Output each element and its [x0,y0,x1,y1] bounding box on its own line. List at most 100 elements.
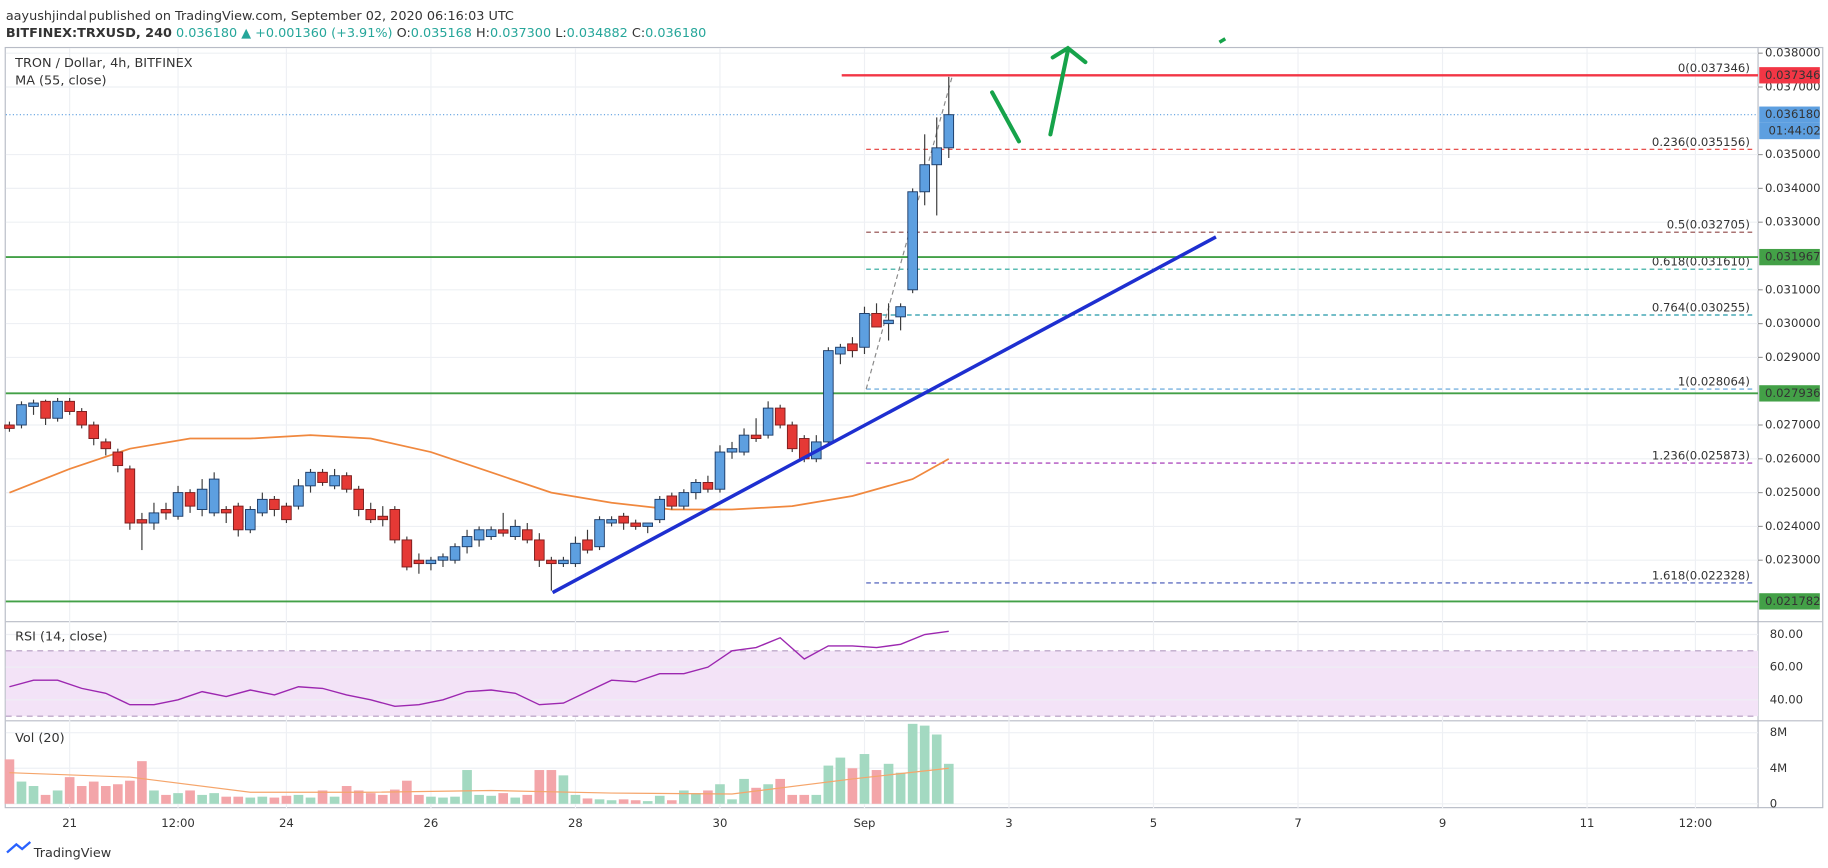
candle-body [521,529,533,541]
x-tick-label: 21 [62,816,77,830]
volume-bar [173,793,183,804]
candle-body [281,505,292,521]
o-value: 0.035168 [411,25,472,40]
candle-body [726,448,738,453]
volume-bar [799,794,810,804]
symbol-line: BITFINEX:TRXUSD, 240 0.036180 ▲ +0.00136… [6,25,706,40]
candle-body [702,482,714,490]
brand: TradingView [33,846,111,861]
candle-body [473,529,485,541]
candle-body [883,319,894,325]
y-tick-label: 0.023000 [1765,553,1821,567]
y-tick-label: 0.025000 [1765,485,1821,499]
candle-body [136,519,148,524]
ma-legend: MA (55, close) [15,73,106,88]
volume-bar [474,794,484,804]
volume-bar [185,790,195,804]
price-badge [1759,593,1820,610]
fib-label: 1.236(0.025873) [1652,449,1750,463]
volume-bar [883,763,894,804]
candle-body [377,515,389,521]
volume-bar [365,793,376,804]
candle-body [317,471,328,483]
volume-bar [4,759,15,804]
candle-body [88,424,100,439]
fib-label: 1.618(0.022328) [1652,568,1750,582]
candle-body [871,312,882,328]
volume-bar [522,794,533,804]
volume-bar [40,794,51,804]
volume-bar [727,799,737,804]
x-tick-label: 7 [1294,816,1301,830]
volume-bar [269,797,280,804]
candle-body [835,346,846,355]
volume-bar [64,777,75,804]
volume-bar [317,790,328,804]
volume-bar [859,754,870,804]
candle-body [76,411,87,426]
candle-body [461,536,473,548]
volume-bar [534,770,545,804]
volume-bar [606,800,617,804]
x-tick-label: 28 [568,816,583,830]
x-tick-label: 30 [713,816,728,830]
volume-bar [751,787,761,804]
volume-bar [703,790,713,804]
candle-body [449,546,461,561]
candle-body [245,509,256,531]
candle-body [823,350,834,443]
chart-title: TRON / Dollar, 4h, BITFINEX [14,56,193,71]
volume-bar [197,794,207,804]
y-tick-label: 0.034000 [1765,181,1821,195]
ma-line [9,434,950,511]
volume-bar [28,786,39,804]
candle-body [546,559,557,565]
c-value: 0.036180 [645,25,706,40]
symbol: BITFINEX:TRXUSD, 240 [6,25,172,40]
candle-body [907,191,918,291]
c-label: C: [632,25,645,40]
candle-body [618,515,629,524]
y-tick-label: 0.027000 [1765,418,1821,432]
countdown-badge [1759,122,1820,140]
volume-bar [100,786,111,804]
candle-body [184,492,196,507]
candle-body [485,529,497,538]
candle-body [148,512,160,524]
candle-body [642,522,653,527]
volume-bar [76,786,87,804]
fib-label: 0.236(0.035156) [1652,135,1750,149]
candle-body [594,519,605,548]
volume-bar [305,797,316,804]
volume-bar [907,723,918,804]
y-tick-label: 0.035000 [1765,147,1821,161]
candle-body [269,498,280,510]
volume-bar [823,765,834,804]
x-tick-label: Sep [854,816,876,830]
volume-tick-label: 4M [1770,761,1787,775]
rsi-tick-label: 60.00 [1770,660,1803,674]
volume-bar [642,801,653,804]
price-badge [1759,248,1820,266]
volume-bar [137,761,147,804]
publisher: aayushjindal [6,9,87,24]
volume-bar [113,784,123,804]
x-tick-label: 26 [424,816,439,830]
candle-body [52,400,63,419]
fib-label: 0.618(0.031610) [1652,255,1750,269]
x-tick-label: 9 [1439,816,1446,830]
y-tick-label: 0.026000 [1765,451,1821,465]
candle-body [124,468,136,524]
candle-body [847,343,858,352]
candle-body [208,478,220,514]
candle-body [28,402,39,407]
x-tick-label: 12:00 [161,816,195,830]
candle-body [497,529,509,534]
volume-bar [209,793,219,804]
candle-body [232,505,244,531]
l-value: 0.034882 [567,25,628,40]
candle-body [931,147,943,166]
volume-bar [245,797,256,804]
candle-body [582,539,593,551]
